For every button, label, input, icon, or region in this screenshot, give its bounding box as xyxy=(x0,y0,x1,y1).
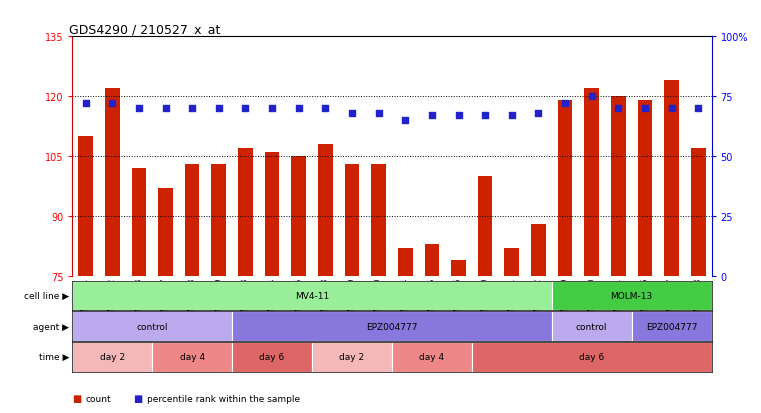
Bar xyxy=(158,188,173,276)
Point xyxy=(186,105,199,112)
Text: day 4: day 4 xyxy=(419,352,444,361)
Bar xyxy=(478,176,492,276)
Bar xyxy=(72,281,552,311)
Text: day 6: day 6 xyxy=(260,352,285,361)
Bar xyxy=(505,248,519,276)
Bar xyxy=(312,342,392,372)
Bar xyxy=(398,248,412,276)
Text: agent ▶: agent ▶ xyxy=(33,322,69,331)
Bar xyxy=(345,164,359,276)
Text: time ▶: time ▶ xyxy=(39,352,69,361)
Bar xyxy=(472,342,712,372)
Point xyxy=(213,105,225,112)
Text: ■: ■ xyxy=(133,393,142,403)
Bar xyxy=(531,224,546,276)
Bar xyxy=(232,342,312,372)
Point xyxy=(586,93,598,100)
Bar xyxy=(72,342,152,372)
Text: percentile rank within the sample: percentile rank within the sample xyxy=(147,394,300,403)
Point xyxy=(612,105,624,112)
Bar xyxy=(371,164,386,276)
Bar xyxy=(291,157,306,276)
Point xyxy=(666,105,678,112)
Text: count: count xyxy=(86,394,112,403)
Point xyxy=(240,105,252,112)
Text: EPZ004777: EPZ004777 xyxy=(366,322,418,331)
Point xyxy=(506,113,518,119)
Bar xyxy=(78,137,93,276)
Bar xyxy=(318,145,333,276)
Bar xyxy=(638,101,652,276)
Point xyxy=(533,110,545,117)
Text: day 2: day 2 xyxy=(100,352,125,361)
Point xyxy=(107,101,119,107)
Point xyxy=(133,105,145,112)
Bar xyxy=(425,244,439,276)
Bar xyxy=(558,101,572,276)
Text: day 6: day 6 xyxy=(579,352,604,361)
Point xyxy=(693,105,705,112)
Bar xyxy=(552,281,712,311)
Bar xyxy=(185,164,199,276)
Text: MV4-11: MV4-11 xyxy=(295,291,330,300)
Bar xyxy=(392,342,472,372)
Text: GDS4290 / 210527_x_at: GDS4290 / 210527_x_at xyxy=(69,23,221,36)
Text: control: control xyxy=(576,322,607,331)
Bar xyxy=(664,81,679,276)
Text: cell line ▶: cell line ▶ xyxy=(24,291,69,300)
Bar xyxy=(611,97,626,276)
Bar xyxy=(72,311,232,341)
Text: EPZ004777: EPZ004777 xyxy=(646,322,697,331)
Point xyxy=(373,110,385,117)
Bar xyxy=(232,311,552,341)
Bar xyxy=(132,169,146,276)
Bar xyxy=(584,89,599,276)
Bar xyxy=(265,152,279,276)
Text: day 4: day 4 xyxy=(180,352,205,361)
Point xyxy=(639,105,651,112)
Bar xyxy=(552,311,632,341)
Text: day 2: day 2 xyxy=(339,352,365,361)
Point xyxy=(453,113,465,119)
Bar xyxy=(632,311,712,341)
Bar xyxy=(105,89,119,276)
Point xyxy=(266,105,279,112)
Point xyxy=(559,101,571,107)
Bar xyxy=(238,149,253,276)
Bar xyxy=(451,260,466,276)
Point xyxy=(80,101,92,107)
Text: control: control xyxy=(136,322,168,331)
Point xyxy=(400,117,412,124)
Point xyxy=(160,105,172,112)
Bar xyxy=(152,342,232,372)
Text: ■: ■ xyxy=(72,393,81,403)
Point xyxy=(346,110,358,117)
Text: MOLM-13: MOLM-13 xyxy=(610,291,653,300)
Point xyxy=(426,113,438,119)
Bar xyxy=(691,149,705,276)
Point xyxy=(479,113,492,119)
Point xyxy=(293,105,305,112)
Point xyxy=(320,105,332,112)
Bar xyxy=(212,164,226,276)
